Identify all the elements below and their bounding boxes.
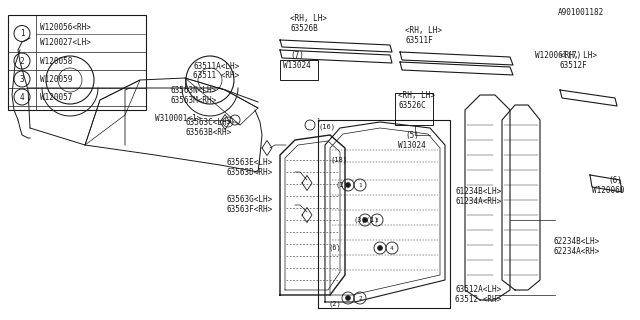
- Text: <RH, LH>: <RH, LH>: [290, 13, 327, 22]
- Text: 63563B<RH>: 63563B<RH>: [185, 127, 231, 137]
- Circle shape: [346, 295, 351, 300]
- Text: 63563D<RH>: 63563D<RH>: [226, 167, 272, 177]
- Bar: [395, 93, 433, 125]
- Text: 63563G<LH>: 63563G<LH>: [226, 196, 272, 204]
- Circle shape: [378, 245, 383, 251]
- Text: 1: 1: [316, 117, 319, 123]
- Text: 63526B: 63526B: [290, 23, 317, 33]
- Bar: [280, 60, 318, 80]
- Text: 63512 <RH>: 63512 <RH>: [455, 295, 501, 305]
- Text: (18): (18): [330, 157, 347, 163]
- Text: 1: 1: [358, 182, 362, 188]
- Text: 63563C<LH>: 63563C<LH>: [185, 117, 231, 126]
- Text: 63511F: 63511F: [405, 36, 433, 44]
- Text: (6): (6): [608, 175, 622, 185]
- Text: 3: 3: [20, 75, 24, 84]
- Text: (2): (2): [328, 301, 340, 307]
- Text: <RH, LH>: <RH, LH>: [398, 91, 435, 100]
- Text: 63563F<RH>: 63563F<RH>: [226, 205, 272, 214]
- Text: W12006l(7): W12006l(7): [535, 51, 581, 60]
- Text: 62234A<RH>: 62234A<RH>: [554, 247, 600, 257]
- Bar: [8, 15, 146, 110]
- Text: (6): (6): [328, 245, 340, 251]
- Text: 4: 4: [390, 245, 394, 251]
- Text: 63563N<LH>: 63563N<LH>: [170, 85, 216, 94]
- Text: 1: 1: [20, 29, 24, 38]
- Text: W120060: W120060: [592, 186, 625, 195]
- Text: 63511 <RH>: 63511 <RH>: [193, 70, 239, 79]
- Text: (1): (1): [335, 182, 348, 188]
- Text: 61234A<RH>: 61234A<RH>: [455, 197, 501, 206]
- Text: W120058: W120058: [40, 57, 72, 66]
- Text: 63563E<LH>: 63563E<LH>: [226, 157, 272, 166]
- Text: 63512F: 63512F: [560, 60, 588, 69]
- Text: W13024: W13024: [283, 60, 311, 69]
- Text: W120056<RH>: W120056<RH>: [40, 23, 91, 32]
- Text: 2: 2: [20, 57, 24, 66]
- Text: 63511A<LH>: 63511A<LH>: [193, 61, 239, 70]
- Text: 63526C: 63526C: [398, 100, 426, 109]
- Text: 4: 4: [20, 92, 24, 101]
- Text: (16): (16): [318, 124, 335, 130]
- Circle shape: [346, 182, 351, 188]
- Circle shape: [362, 218, 367, 222]
- Text: 63512A<LH>: 63512A<LH>: [455, 285, 501, 294]
- Text: W120057: W120057: [40, 92, 72, 101]
- Text: A901001182: A901001182: [558, 7, 604, 17]
- Text: (5): (5): [405, 131, 419, 140]
- Text: <RH, LH>: <RH, LH>: [560, 51, 597, 60]
- Text: (7): (7): [290, 51, 304, 60]
- Text: (3)(1): (3)(1): [353, 217, 378, 223]
- Text: 3: 3: [375, 218, 379, 222]
- Text: W13024: W13024: [398, 140, 426, 149]
- Text: 63563M<RH>: 63563M<RH>: [170, 95, 216, 105]
- Text: W120027<LH>: W120027<LH>: [40, 38, 91, 47]
- Text: 2: 2: [358, 295, 362, 300]
- Text: W310001<1>: W310001<1>: [155, 114, 201, 123]
- Text: W120059: W120059: [40, 75, 72, 84]
- Text: <RH, LH>: <RH, LH>: [405, 26, 442, 35]
- Text: 62234B<LH>: 62234B<LH>: [554, 237, 600, 246]
- Text: 61234B<LH>: 61234B<LH>: [455, 188, 501, 196]
